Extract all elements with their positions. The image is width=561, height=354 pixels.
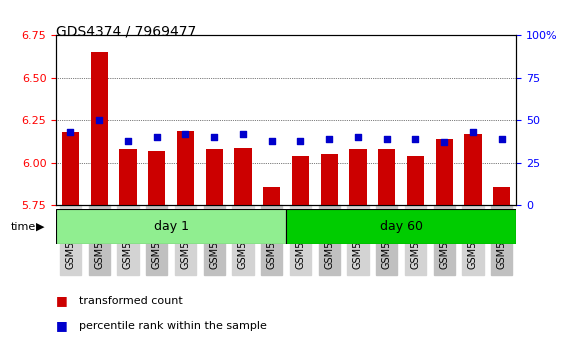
Text: ■: ■ [56, 295, 68, 307]
Point [497, 136, 506, 142]
Point [296, 138, 305, 144]
Point [95, 118, 104, 123]
Point [210, 135, 219, 140]
Point [238, 131, 247, 137]
Point [123, 138, 132, 144]
Bar [320, 154, 338, 205]
Point [440, 139, 449, 145]
Bar [407, 156, 424, 205]
Bar [493, 187, 511, 205]
Bar [148, 151, 165, 205]
Point [181, 131, 190, 137]
FancyBboxPatch shape [56, 209, 286, 244]
Bar [205, 149, 223, 205]
Point [66, 130, 75, 135]
Point [325, 136, 334, 142]
Text: ■: ■ [56, 319, 68, 332]
Point [267, 138, 276, 144]
Bar [435, 139, 453, 205]
Point [152, 135, 161, 140]
Bar [378, 149, 396, 205]
Bar [62, 132, 79, 205]
Point [382, 136, 391, 142]
Bar [350, 149, 366, 205]
Point [353, 135, 362, 140]
Point [468, 130, 477, 135]
FancyBboxPatch shape [286, 209, 516, 244]
Text: ▶: ▶ [36, 222, 45, 232]
Point [411, 136, 420, 142]
Text: time: time [11, 222, 36, 232]
Bar [465, 134, 481, 205]
Text: day 1: day 1 [154, 220, 188, 233]
Bar [292, 156, 309, 205]
Bar [234, 148, 251, 205]
Bar [263, 187, 280, 205]
Text: day 60: day 60 [380, 220, 422, 233]
Bar [119, 149, 136, 205]
Bar [90, 52, 108, 205]
Bar [177, 131, 194, 205]
Text: percentile rank within the sample: percentile rank within the sample [79, 321, 266, 331]
Text: GDS4374 / 7969477: GDS4374 / 7969477 [56, 25, 196, 39]
Text: transformed count: transformed count [79, 296, 182, 306]
